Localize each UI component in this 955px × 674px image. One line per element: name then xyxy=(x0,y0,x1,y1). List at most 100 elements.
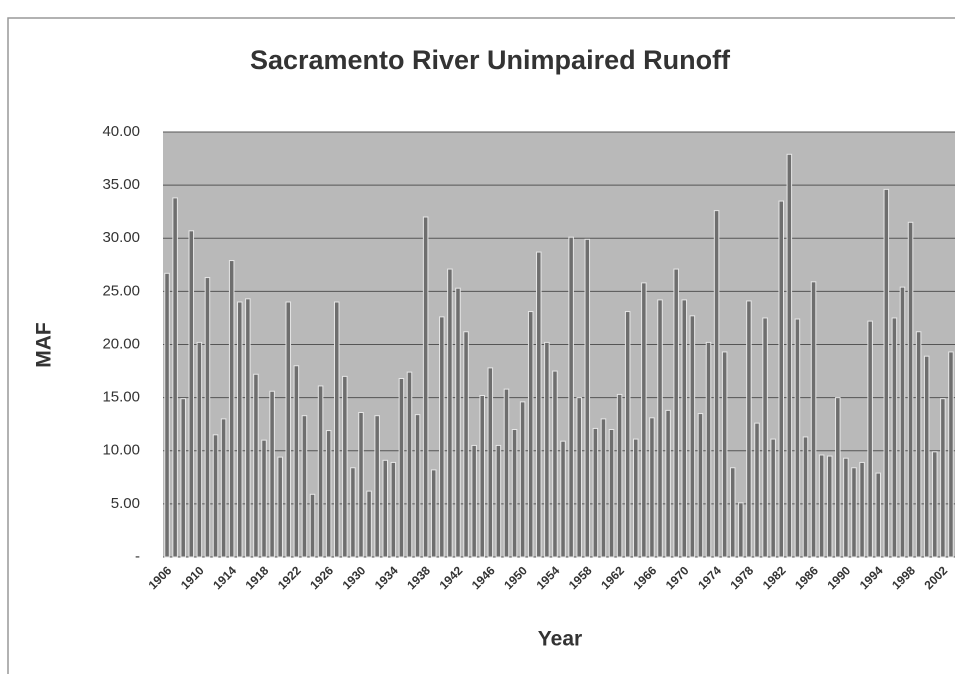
bar xyxy=(180,398,186,558)
bar xyxy=(770,438,776,558)
bar xyxy=(455,287,461,558)
y-tick-label: 15.00 xyxy=(102,389,140,406)
bar xyxy=(188,230,195,558)
bar xyxy=(487,367,494,558)
bar xyxy=(342,375,348,558)
bar xyxy=(439,316,445,558)
bar xyxy=(697,413,704,558)
bar xyxy=(495,444,502,558)
bar xyxy=(309,493,316,558)
bar xyxy=(810,281,817,558)
bar xyxy=(358,412,364,558)
y-tick-label: 40.00 xyxy=(102,123,140,140)
bar xyxy=(649,417,655,558)
bar xyxy=(940,398,946,558)
bar xyxy=(204,277,211,558)
bar xyxy=(463,331,469,558)
bar xyxy=(301,415,308,558)
bar xyxy=(406,371,413,558)
bar xyxy=(818,454,825,558)
bar xyxy=(681,299,688,558)
y-tick-label: 20.00 xyxy=(102,335,140,352)
bar xyxy=(600,418,607,558)
bar xyxy=(527,311,534,558)
bar xyxy=(641,282,647,558)
bar xyxy=(333,301,340,558)
bar xyxy=(237,301,243,558)
bar xyxy=(907,221,914,558)
bar xyxy=(729,467,736,558)
bar xyxy=(374,415,380,558)
bar xyxy=(422,216,429,558)
bar xyxy=(584,238,591,558)
chart-title: Sacramento River Unimpaired Runoff xyxy=(250,45,731,75)
bar xyxy=(689,315,696,558)
bar xyxy=(826,455,833,558)
bar xyxy=(616,393,623,558)
bar xyxy=(414,414,421,558)
bar xyxy=(277,456,283,558)
x-axis-label: Year xyxy=(538,628,582,651)
bar xyxy=(430,469,437,558)
bar xyxy=(560,440,566,558)
bar xyxy=(746,300,752,558)
bar xyxy=(786,153,793,558)
bar xyxy=(875,472,881,558)
y-tick-label: 10.00 xyxy=(102,442,140,459)
bar xyxy=(608,429,615,558)
bar xyxy=(447,268,453,558)
bar xyxy=(738,502,744,558)
bar xyxy=(867,320,873,558)
y-tick-label: - xyxy=(135,548,140,565)
bar xyxy=(948,351,954,558)
bar xyxy=(705,341,712,558)
bar xyxy=(794,318,801,558)
bar xyxy=(754,422,760,558)
bar xyxy=(891,317,898,558)
bar xyxy=(665,409,671,558)
bar xyxy=(511,429,518,558)
bar xyxy=(851,467,857,558)
bar xyxy=(762,317,768,558)
bar xyxy=(883,188,890,558)
bar xyxy=(220,418,227,558)
bar xyxy=(673,268,679,558)
bar xyxy=(196,341,203,558)
bar xyxy=(568,236,574,558)
bar xyxy=(835,397,841,558)
bar xyxy=(544,341,550,558)
bar xyxy=(576,397,582,558)
bar xyxy=(350,467,356,558)
bar xyxy=(245,298,251,558)
bar xyxy=(228,260,235,558)
bar xyxy=(923,355,930,558)
bar xyxy=(859,461,865,558)
y-tick-label: 5.00 xyxy=(111,495,140,512)
bar xyxy=(479,395,485,558)
y-axis-label: MAF xyxy=(33,322,56,368)
bar xyxy=(778,200,785,558)
bar xyxy=(253,373,259,558)
bar xyxy=(519,401,526,558)
bar xyxy=(657,299,663,558)
bar xyxy=(317,385,324,558)
bar xyxy=(802,436,809,558)
bar xyxy=(212,434,219,558)
bar xyxy=(269,390,275,558)
bar xyxy=(843,457,849,558)
y-tick-label: 35.00 xyxy=(102,176,140,193)
bar xyxy=(398,378,405,558)
bar xyxy=(382,459,389,558)
bar xyxy=(471,444,477,558)
bar xyxy=(633,438,639,558)
y-tick-label: 30.00 xyxy=(102,229,140,246)
bar xyxy=(552,370,558,558)
bar xyxy=(932,451,938,558)
bar xyxy=(915,331,922,558)
y-tick-label: 25.00 xyxy=(102,282,140,299)
bar xyxy=(366,490,372,558)
bar xyxy=(899,286,906,558)
bar xyxy=(721,351,728,558)
bar xyxy=(536,251,542,558)
